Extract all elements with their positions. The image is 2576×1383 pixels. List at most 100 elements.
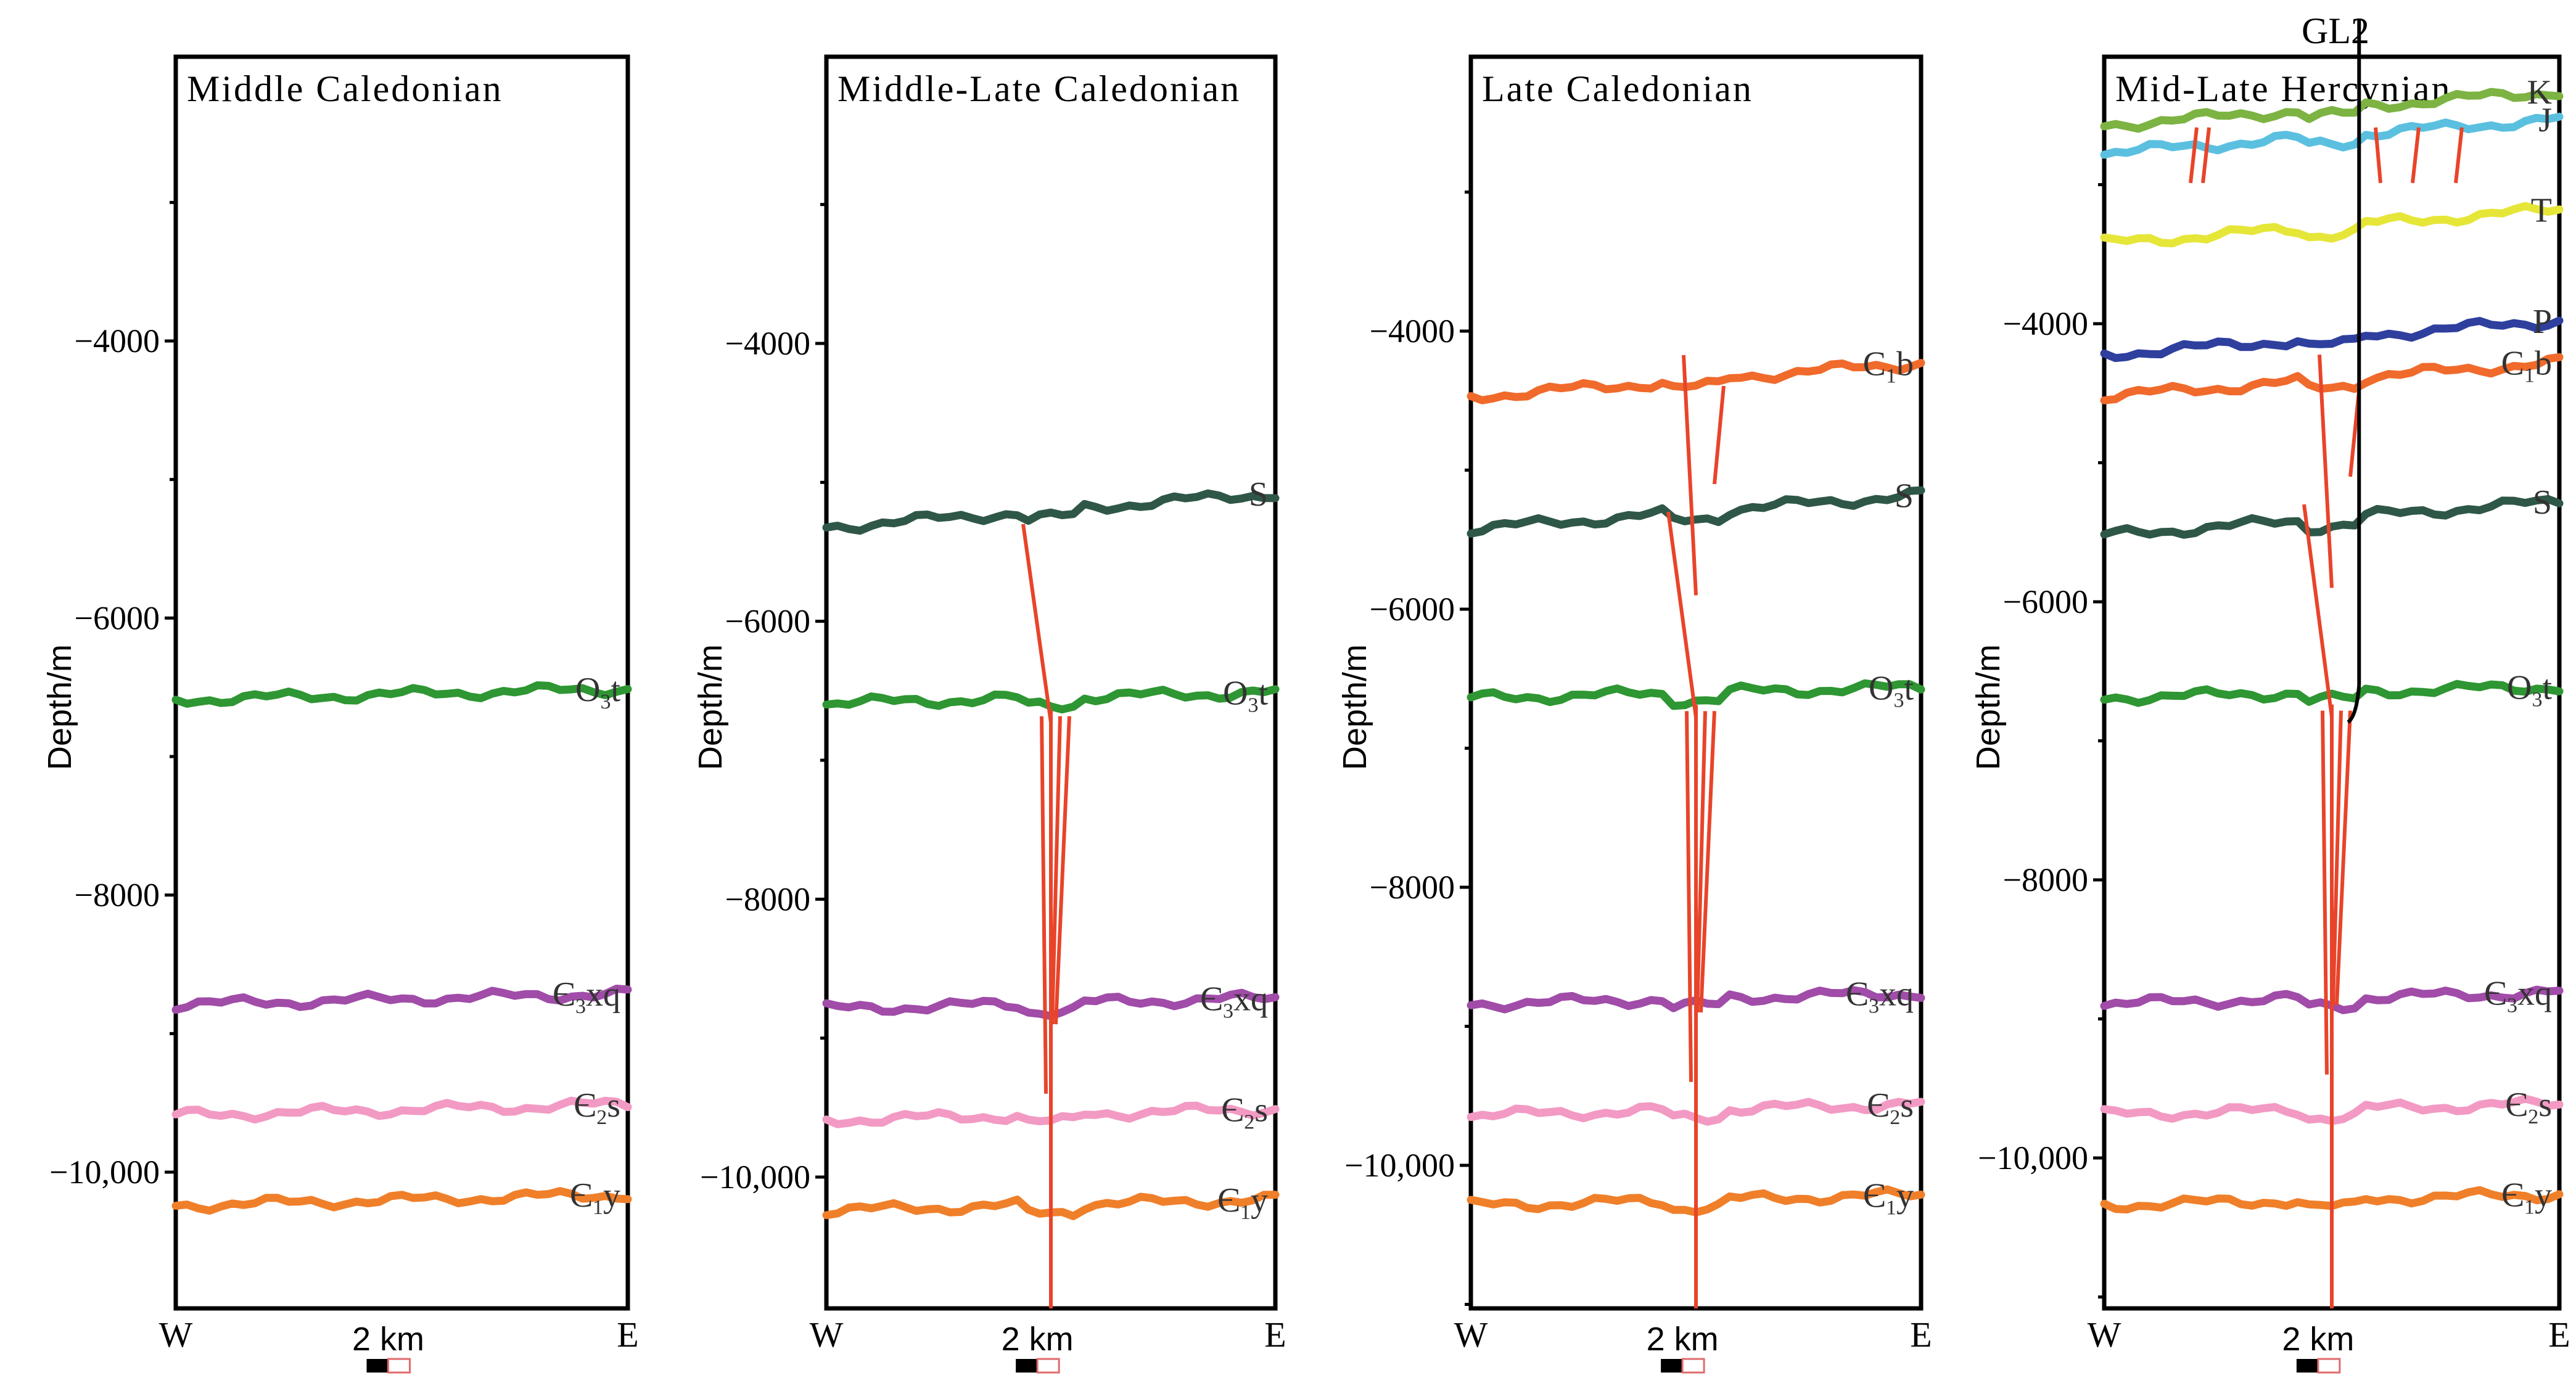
scale-label: 2 km <box>1647 1321 1719 1358</box>
horizon-label: Є2s <box>2505 1086 2552 1128</box>
fault-line <box>1682 355 1698 596</box>
panel-title: Mid-Late Hercynian <box>2115 68 2451 109</box>
fault-line <box>1021 523 1053 723</box>
y-tick-label: −10,000 <box>1978 1139 2088 1176</box>
scale-bar-light <box>2317 1358 2341 1374</box>
fault-line <box>1685 711 1693 1082</box>
well-deviation <box>2347 685 2361 724</box>
scale-bar-dark <box>1661 1359 1683 1373</box>
horizon-label: Є3xq <box>1846 975 1914 1017</box>
y-axis-label: Depth/m <box>41 644 78 770</box>
horizon-o3t <box>2100 679 2564 707</box>
horizon-label: T <box>2531 192 2552 230</box>
horizon-label: C1b <box>2501 345 2552 387</box>
horizon-label: C1b <box>1863 345 1914 387</box>
scale-bar-light <box>1036 1358 1060 1374</box>
panel-4: Mid-Late Hercynian −4000 −6000 −8000 −10,000… <box>1970 18 2570 1374</box>
panel-title: Middle Caledonian <box>187 68 503 109</box>
y-tick-label: −8000 <box>75 877 160 914</box>
scale-bar-light <box>1681 1358 1705 1374</box>
panel-2: Middle-Late Caledonian −4000 −6000 −8000 −10… <box>692 54 1286 1374</box>
y-tick-label: −10,000 <box>49 1154 160 1191</box>
horizon-label: Є1y <box>570 1176 620 1219</box>
fault-line <box>1666 511 1698 718</box>
horizon-label: S <box>1249 475 1268 514</box>
shallow-fault-line <box>2411 127 2421 184</box>
horizon-s <box>1467 486 1925 538</box>
fault-line <box>1695 711 1707 1013</box>
horizon-c1b <box>2100 353 2564 404</box>
scale-label: 2 km <box>352 1321 424 1358</box>
y-tick-label: −6000 <box>2003 583 2088 620</box>
shallow-fault-line <box>2201 127 2211 184</box>
scale-bar-light <box>387 1358 411 1374</box>
shallow-fault-line <box>2189 127 2199 184</box>
horizon-s <box>822 489 1280 535</box>
y-tick-label: −4000 <box>2003 305 2088 342</box>
horizon-label: O3t <box>2507 669 2552 712</box>
fault-line <box>1713 385 1726 485</box>
y-tick-label: −6000 <box>75 599 160 636</box>
horizon-c3xq <box>171 985 632 1014</box>
shallow-fault-line <box>2454 127 2464 184</box>
panel-1: Middle Caledonian −4000 −6000 −8000 −10,000 D… <box>41 54 639 1374</box>
horizon-label: J <box>2538 101 2552 139</box>
fault-line <box>2321 710 2329 1075</box>
horizon-p <box>2100 316 2564 363</box>
horizon-label: Є1y <box>1217 1181 1268 1224</box>
horizon-label: S <box>2533 483 2552 522</box>
y-axis-label: Depth/m <box>1970 644 2007 770</box>
y-tick-label: −8000 <box>2003 861 2088 898</box>
horizon-t <box>2100 202 2564 248</box>
east-label: E <box>1264 1315 1286 1355</box>
west-label: W <box>1454 1315 1488 1355</box>
horizon-label: Є2s <box>1221 1091 1268 1134</box>
horizon-label: Є1y <box>2501 1176 2552 1219</box>
horizon-label: P <box>2533 303 2552 341</box>
y-axis-label: Depth/m <box>1336 644 1373 770</box>
panel-3: Late Caledonian −4000 −6000 −8000 −10,000 Dep… <box>1336 54 1932 1374</box>
scale-label: 2 km <box>1002 1321 1074 1358</box>
fault-set <box>1666 355 1726 1308</box>
fault-line <box>2302 504 2334 717</box>
west-label: W <box>159 1315 193 1355</box>
fault-line <box>1040 716 1048 1094</box>
west-label: W <box>810 1315 844 1355</box>
scale-bar-dark <box>2296 1359 2318 1373</box>
horizon-label: Є3xq <box>2484 975 2552 1017</box>
horizon-o3t <box>822 685 1280 714</box>
fault-line <box>2318 355 2334 588</box>
horizon-c1b <box>1467 359 1925 404</box>
panel-title: Middle-Late Caledonian <box>837 68 1241 109</box>
fault-line <box>2335 710 2352 1006</box>
y-tick-label: −10,000 <box>1344 1147 1455 1184</box>
fault-line <box>1054 716 1071 1025</box>
horizon-label: O3t <box>1869 669 1914 712</box>
east-label: E <box>1910 1315 1932 1355</box>
horizon-o3t <box>171 681 632 708</box>
shallow-fault-line <box>2374 127 2382 184</box>
fault-set <box>2189 127 2464 1308</box>
horizon-label: Є3xq <box>553 975 620 1018</box>
west-label: W <box>2088 1315 2121 1355</box>
horizon-o3t <box>1467 679 1925 710</box>
y-tick-label: −4000 <box>1370 313 1455 350</box>
horizon-c1y <box>171 1187 632 1215</box>
panel-title: Late Caledonian <box>1482 68 1753 109</box>
horizon-label: O3t <box>575 671 620 713</box>
scale-label: 2 km <box>2282 1321 2354 1358</box>
horizon-label: Є1y <box>1863 1176 1914 1219</box>
y-tick-label: −4000 <box>75 322 160 359</box>
horizon-label: Є2s <box>574 1086 620 1129</box>
horizon-c2s <box>171 1096 632 1124</box>
horizon-label: Є2s <box>1867 1086 1914 1129</box>
y-tick-label: −8000 <box>1370 869 1455 906</box>
y-tick-label: −4000 <box>725 325 810 362</box>
horizon-j <box>2100 112 2564 159</box>
scale-bar-dark <box>366 1359 389 1373</box>
fault-line <box>1699 711 1716 1013</box>
horizon-s <box>2100 495 2564 539</box>
y-tick-label: −6000 <box>1370 591 1455 628</box>
scale-bar-dark <box>1016 1359 1038 1373</box>
